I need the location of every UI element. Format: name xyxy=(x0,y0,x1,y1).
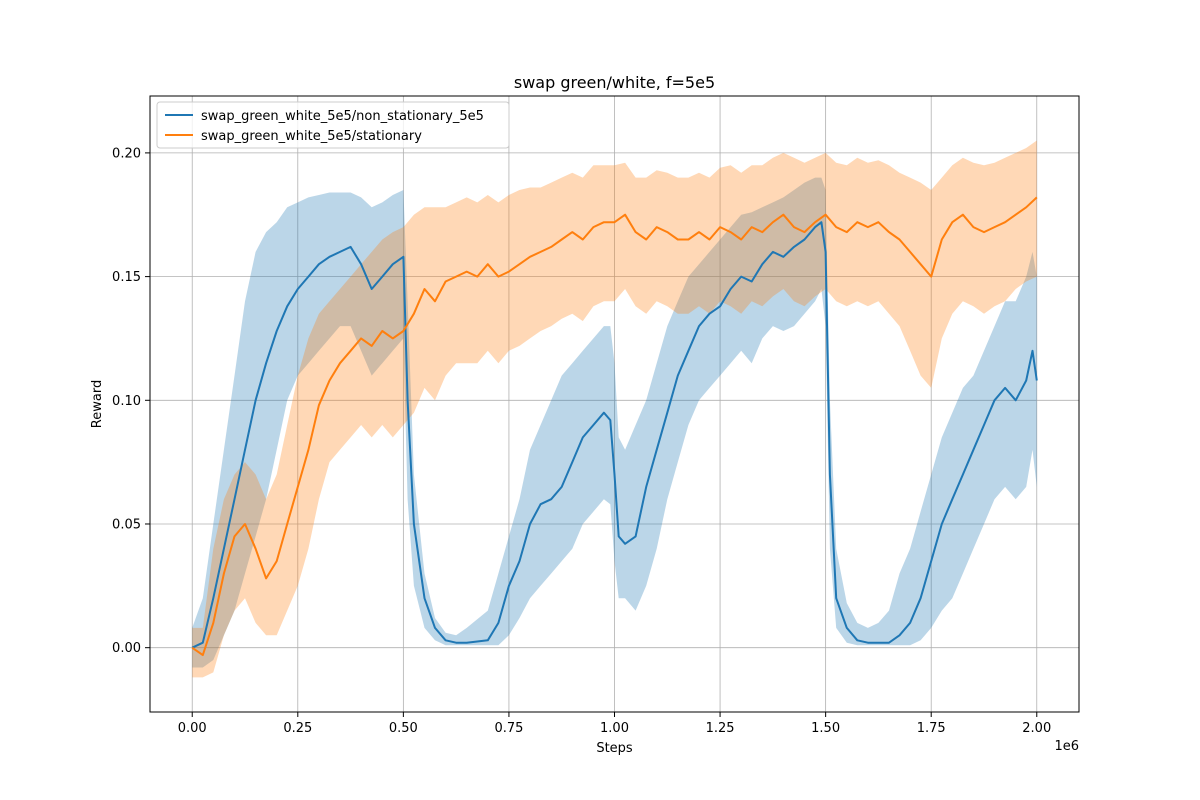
x-tick-label: 0.50 xyxy=(389,721,418,736)
grid-layer xyxy=(150,96,1079,712)
legend-label-stationary: swap_green_white_5e5/stationary xyxy=(201,129,422,144)
x-tick-label: 1.75 xyxy=(917,721,946,736)
x-tick-label: 2.00 xyxy=(1022,721,1051,736)
y-tick-label: 0.10 xyxy=(112,394,141,409)
series-lines xyxy=(191,196,1038,657)
legend-label-non-stationary: swap_green_white_5e5/non_stationary_5e5 xyxy=(201,109,484,124)
x-tick-label: 1.25 xyxy=(706,721,735,736)
chart-title: swap green/white, f=5e5 xyxy=(514,73,715,92)
x-tick-label: 1.00 xyxy=(600,721,629,736)
legend: swap_green_white_5e5/non_stationary_5e5 … xyxy=(156,101,510,149)
y-tick-label: 0.20 xyxy=(112,146,141,161)
x-tick-label: 1.50 xyxy=(811,721,840,736)
y-axis-label: Reward xyxy=(90,380,105,428)
x-tick-label: 0.00 xyxy=(178,721,207,736)
line-stationary xyxy=(191,196,1038,657)
x-axis-label: Steps xyxy=(596,741,633,756)
x-tick-label: 0.25 xyxy=(283,721,312,736)
line-non-stationary xyxy=(191,221,1038,649)
y-tick-label: 0.05 xyxy=(112,517,141,532)
x-tick-label: 0.75 xyxy=(494,721,523,736)
y-tick-label: 0.00 xyxy=(112,641,141,656)
x-axis-offset-label: 1e6 xyxy=(1054,739,1079,754)
legend-box xyxy=(156,101,510,149)
x-axis-ticks: 0.00 0.25 0.50 0.75 1.00 1.25 1.50 1.75 2.00 xyxy=(178,712,1051,736)
y-tick-label: 0.15 xyxy=(112,270,141,285)
y-axis-ticks: 0.00 0.05 0.10 0.15 0.20 xyxy=(112,146,150,656)
